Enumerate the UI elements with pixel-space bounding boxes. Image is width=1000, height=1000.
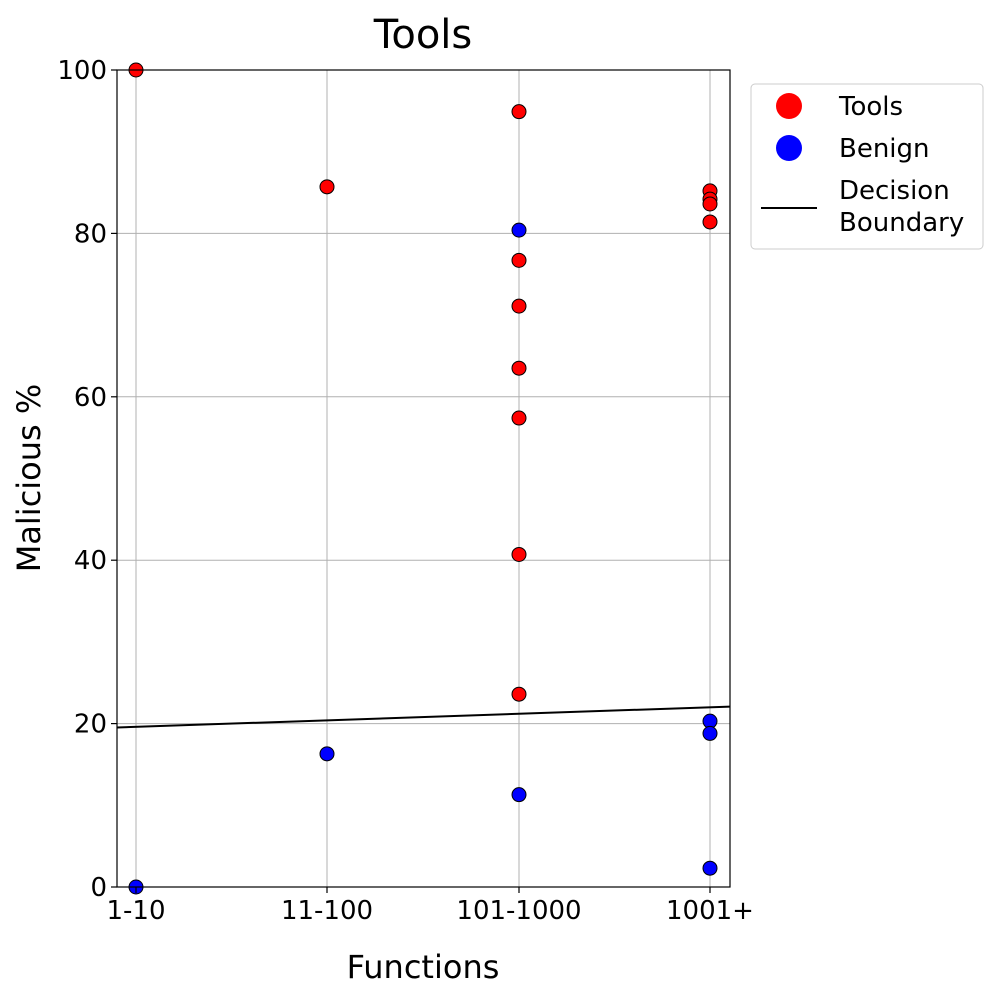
data-point-tools xyxy=(511,298,527,314)
y-tick-label: 60 xyxy=(74,383,107,413)
y-tick-label: 40 xyxy=(74,546,107,576)
legend-marker-tools xyxy=(776,93,802,119)
x-axis-label: Functions xyxy=(347,948,500,986)
legend-marker-benign xyxy=(776,135,802,161)
plot-frame xyxy=(116,69,731,888)
legend: Tools Benign Decision Boundary xyxy=(750,83,984,250)
legend-label-decision-boundary-line1: Decision xyxy=(839,176,950,206)
x-tick-label: 1-10 xyxy=(106,896,165,926)
decision-boundary-layer xyxy=(116,705,731,729)
legend-label-tools: Tools xyxy=(838,92,903,122)
data-point-tools xyxy=(511,410,527,426)
x-axis-ticks: 1-10 11-100 101-1000 1001+ xyxy=(106,887,754,926)
data-point-tools xyxy=(319,179,335,195)
decision-boundary-line xyxy=(116,705,731,729)
legend-label-benign: Benign xyxy=(839,134,930,164)
data-point-benign xyxy=(319,746,335,762)
data-point-benign xyxy=(702,725,718,741)
y-tick-label: 20 xyxy=(74,710,107,740)
y-tick-label: 0 xyxy=(90,873,107,903)
x-tick-label: 11-100 xyxy=(281,896,373,926)
data-point-tools xyxy=(702,196,718,212)
data-point-tools xyxy=(511,546,527,562)
x-tick-label: 1001+ xyxy=(666,896,754,926)
y-axis-label: Malicious % xyxy=(10,384,48,573)
data-point-tools xyxy=(511,360,527,376)
data-point-tools xyxy=(702,214,718,230)
data-point-tools xyxy=(511,104,527,120)
x-tick-label: 101-1000 xyxy=(456,896,581,926)
data-point-tools xyxy=(511,686,527,702)
data-point-benign xyxy=(511,787,527,803)
data-point-benign xyxy=(702,860,718,876)
data-point-tools xyxy=(511,252,527,268)
data-points xyxy=(128,62,718,895)
y-tick-label: 80 xyxy=(74,219,107,249)
legend-label-decision-boundary-line2: Boundary xyxy=(839,208,964,238)
chart-title: Tools xyxy=(373,12,473,58)
y-axis-ticks: 0 20 40 60 80 100 xyxy=(57,56,117,903)
y-tick-label: 100 xyxy=(57,56,107,86)
data-point-benign xyxy=(511,222,527,238)
